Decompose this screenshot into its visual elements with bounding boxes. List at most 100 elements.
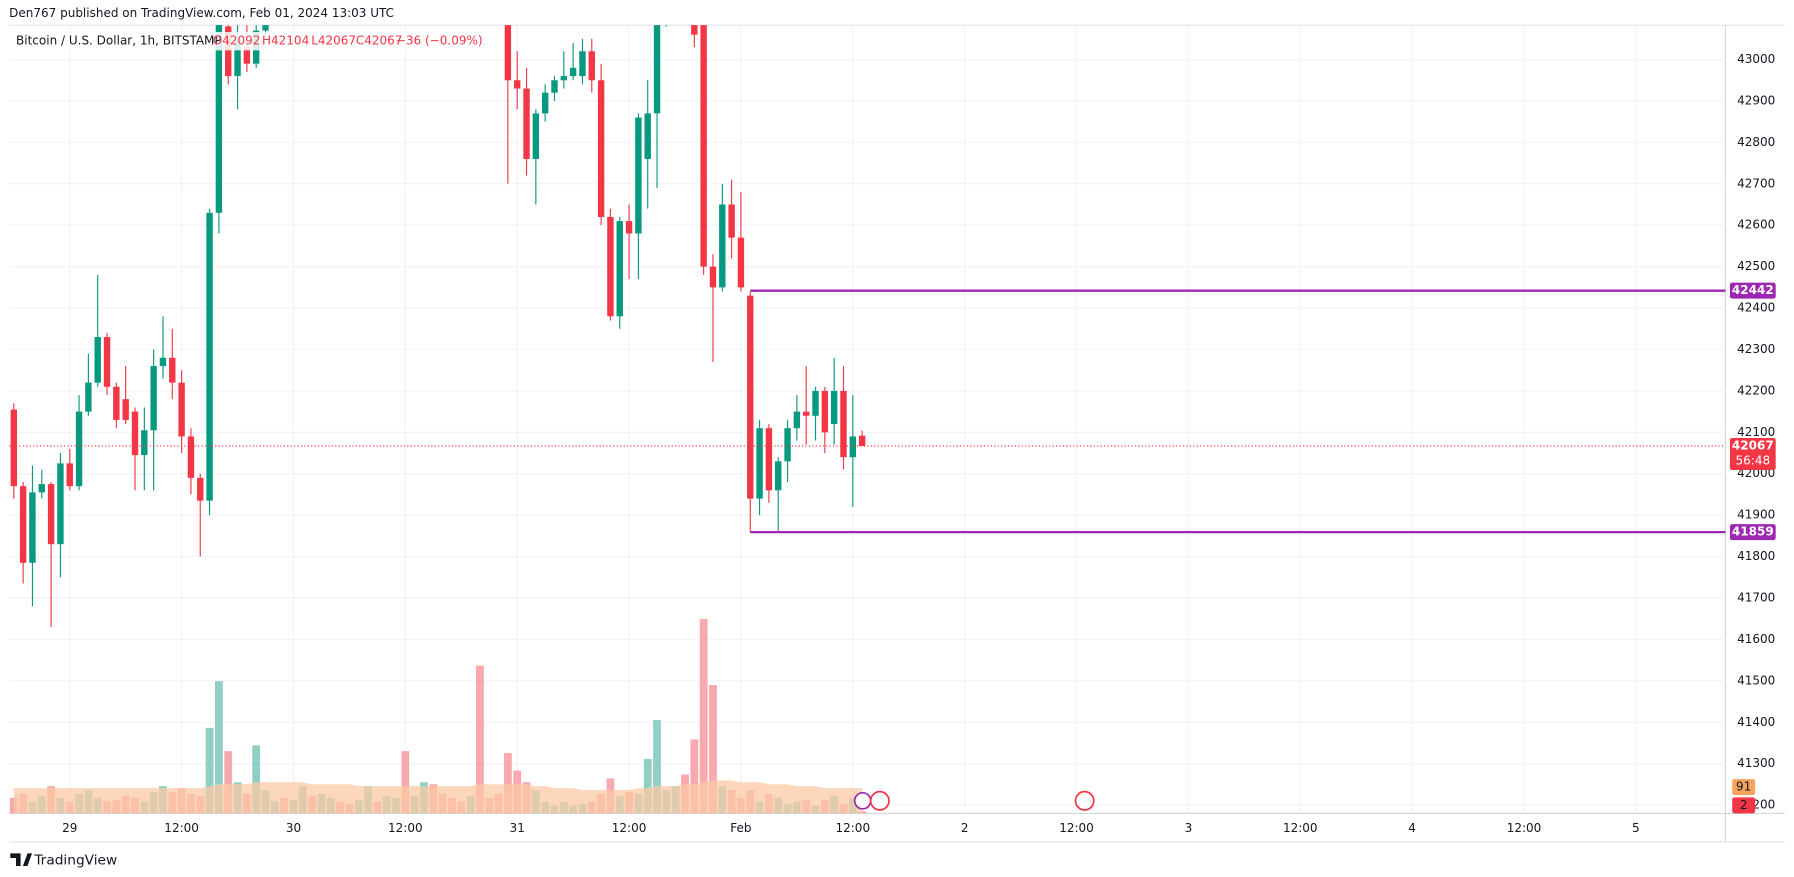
legend-high: H42104 — [262, 34, 309, 48]
y-tick-label: 43000 — [1737, 52, 1775, 66]
volume-bar — [205, 727, 214, 814]
indicator-label-bg — [1732, 797, 1756, 814]
candle-body — [215, 25, 223, 213]
candle-body — [691, 25, 698, 35]
level-label-bg — [1729, 282, 1776, 299]
brand-logo — [10, 853, 33, 867]
candle-body — [560, 76, 568, 81]
event-icons — [853, 790, 1095, 811]
candle-body — [802, 411, 810, 416]
candle-body — [159, 357, 167, 367]
candle-body — [225, 26, 232, 77]
candle-body — [243, 47, 251, 64]
candle-body — [737, 237, 745, 288]
y-tick-label: 41400 — [1737, 715, 1775, 729]
candle-body — [793, 411, 801, 429]
candle-body — [812, 390, 819, 416]
y-tick-label: 42900 — [1737, 93, 1775, 107]
x-tick-label: 12:00 — [836, 821, 871, 835]
x-tick-label: 12:00 — [1507, 821, 1542, 835]
y-tick-label: 41500 — [1737, 673, 1775, 687]
candle-body — [830, 390, 838, 425]
candle-body — [719, 204, 726, 288]
volume-bar — [252, 745, 261, 814]
candle-body — [29, 492, 36, 563]
published-note: Den767 published on TradingView.com, Feb… — [9, 6, 394, 20]
indicator-label: 91 — [1736, 780, 1751, 794]
candle-body — [122, 399, 129, 420]
volume-bar — [643, 758, 652, 814]
candle-body — [625, 221, 633, 234]
y-tick-label: 41800 — [1737, 549, 1775, 563]
candle-body — [607, 216, 614, 317]
candle-body — [38, 484, 45, 493]
volume-bar — [653, 720, 661, 814]
overlays: 4120041300414004150041600417004180041900… — [9, 52, 1776, 835]
candle-body — [653, 25, 661, 114]
legend-low: L42067 — [311, 34, 356, 48]
candle-body — [10, 409, 18, 487]
candle-body — [169, 357, 176, 383]
volume-pane — [9, 618, 867, 814]
candle-body — [47, 484, 55, 545]
y-tick-label: 42600 — [1737, 218, 1775, 232]
y-tick-label: 42100 — [1737, 425, 1775, 439]
candle-body — [178, 382, 185, 437]
candle-body — [747, 295, 754, 499]
legend-open: O42092 — [213, 34, 261, 48]
event-icon[interactable] — [1074, 790, 1095, 811]
level-label-bg — [1729, 524, 1776, 541]
candle-body — [700, 25, 707, 267]
x-tick-label: 31 — [510, 821, 525, 835]
legend-symbol[interactable]: Bitcoin / U.S. Dollar, 1h, BITSTAMP — [16, 34, 222, 48]
x-tick-label: 2 — [961, 821, 969, 835]
candle-body — [85, 382, 92, 412]
volume-bar — [476, 665, 484, 814]
x-tick-label: 12:00 — [1059, 821, 1094, 835]
candle-body — [234, 38, 241, 77]
indicator-label-bg — [1732, 779, 1756, 796]
legend-close: C42067 — [356, 34, 403, 48]
x-tick-label: 12:00 — [164, 821, 199, 835]
y-tick-label: 42700 — [1737, 176, 1775, 190]
candle-body — [551, 80, 558, 93]
candle-body — [709, 266, 717, 288]
volume-bar — [215, 681, 223, 814]
event-icon[interactable] — [869, 790, 890, 811]
candle-body — [523, 88, 530, 159]
legend-change: −36 (−0.09%) — [396, 34, 483, 48]
volume-bar — [699, 618, 708, 814]
y-tick-label: 42500 — [1737, 259, 1775, 273]
candle-body — [588, 51, 595, 81]
volume-bar — [224, 751, 233, 814]
candle-body — [784, 428, 791, 462]
candle-body — [514, 80, 521, 89]
candle-body — [728, 204, 735, 238]
candle-body — [569, 67, 577, 77]
candle-body — [579, 51, 586, 77]
x-tick-label: 12:00 — [1283, 821, 1318, 835]
candle-body — [66, 463, 73, 487]
legend-bg — [11, 32, 470, 51]
candle-body — [75, 411, 83, 487]
event-icon[interactable] — [853, 791, 872, 810]
last-price-bg — [1729, 437, 1776, 471]
candle-body — [756, 428, 763, 499]
countdown-label: 56:48 — [1736, 453, 1771, 467]
candle-body — [19, 486, 27, 563]
candle-body — [597, 80, 605, 217]
candle-body — [262, 25, 269, 31]
legend: Bitcoin / U.S. Dollar, 1h, BITSTAMP O420… — [11, 32, 483, 51]
candles — [10, 25, 866, 628]
level-label: 41859 — [1732, 525, 1774, 539]
candle-body — [141, 430, 148, 456]
x-tick-label: 4 — [1408, 821, 1416, 835]
y-tick-label: 41600 — [1737, 632, 1775, 646]
volume-ma — [13, 780, 863, 814]
y-tick-label: 42200 — [1737, 383, 1775, 397]
brand-name: TradingView — [33, 852, 117, 868]
y-tick-label: 41300 — [1737, 756, 1775, 770]
level-label: 42442 — [1732, 283, 1774, 297]
